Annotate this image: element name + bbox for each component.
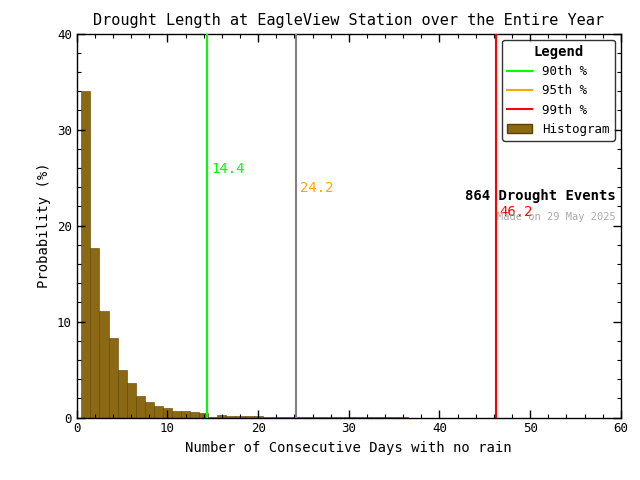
Bar [262,417,272,418]
Bar [253,417,262,418]
Y-axis label: Probability (%): Probability (%) [37,163,51,288]
Text: Made on 29 May 2025: Made on 29 May 2025 [497,212,615,222]
Text: 14.4: 14.4 [211,162,244,176]
Bar [218,415,227,418]
Bar [118,370,127,418]
Bar [299,417,308,418]
Bar [145,402,154,418]
Bar [81,91,90,418]
Text: 24.2: 24.2 [300,181,333,195]
Bar [199,413,208,418]
Title: Drought Length at EagleView Station over the Entire Year: Drought Length at EagleView Station over… [93,13,604,28]
Bar [190,412,199,418]
Bar [227,416,236,418]
Bar [127,383,136,418]
Bar [109,338,118,418]
Bar [236,416,244,418]
Bar [163,408,172,418]
Bar [290,417,299,418]
Bar [244,416,253,418]
Bar [154,406,163,418]
Bar [172,411,181,418]
Bar [281,417,290,418]
Bar [208,417,218,418]
Bar [90,248,99,418]
Bar [181,411,190,418]
Text: 46.2: 46.2 [499,205,533,219]
X-axis label: Number of Consecutive Days with no rain: Number of Consecutive Days with no rain [186,441,512,455]
Bar [272,417,281,418]
Bar [308,417,317,418]
Bar [99,311,109,418]
Text: 864 Drought Events: 864 Drought Events [465,189,615,203]
Legend: 90th %, 95th %, 99th %, Histogram: 90th %, 95th %, 99th %, Histogram [502,40,614,141]
Bar [136,396,145,418]
